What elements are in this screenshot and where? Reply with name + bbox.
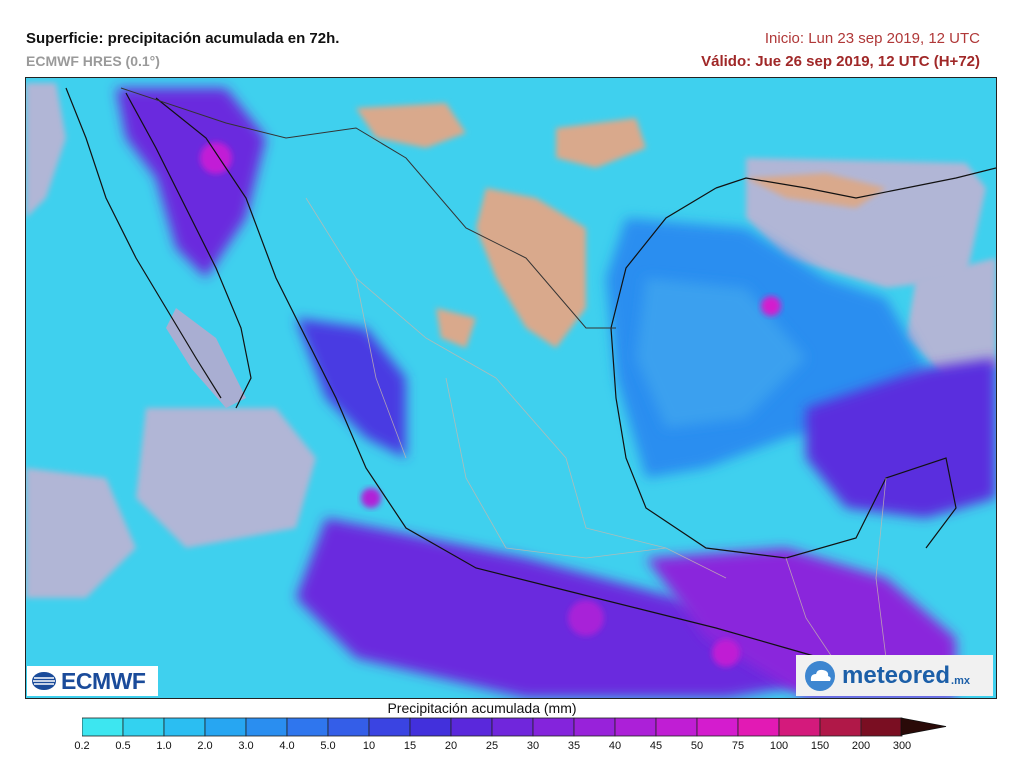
dry-gulf-california bbox=[166, 308, 246, 408]
coast-baja-west bbox=[65, 87, 222, 399]
legend-tick-label: 40 bbox=[608, 740, 622, 752]
legend-tick-label: 35 bbox=[567, 740, 581, 752]
heavy-rain-south-pacific bbox=[296, 518, 846, 698]
ecmwf-mark-icon bbox=[32, 672, 56, 690]
legend-tick-label: 20 bbox=[444, 740, 458, 752]
meteored-logo-suffix: .mx bbox=[951, 674, 971, 687]
legend-tick-label: 150 bbox=[810, 740, 830, 752]
heavy-rain-sonora bbox=[116, 88, 266, 278]
legend-tick-label: 30 bbox=[526, 740, 540, 752]
legend-swatch bbox=[696, 717, 739, 737]
legend-swatch bbox=[573, 717, 616, 737]
legend-swatch bbox=[491, 717, 534, 737]
heavy-rain-yucatan bbox=[806, 358, 996, 518]
legend-ticks: 0.2 0.5 1.0 2.0 3.0 4.0 5.0 10 15 20 25 30 35 40 45 50 7… bbox=[0, 740, 1024, 756]
legend-swatch bbox=[368, 717, 411, 737]
coast-gulf-mexico bbox=[610, 187, 957, 559]
legend-tick-label: 15 bbox=[403, 740, 417, 752]
core-gulf bbox=[761, 296, 781, 316]
core-jalisco bbox=[361, 488, 381, 508]
legend-swatch bbox=[327, 717, 370, 737]
model-name: ECMWF HRES (0.1°) bbox=[26, 53, 160, 69]
legend-swatch bbox=[122, 717, 165, 737]
legend-colorbar bbox=[82, 717, 947, 737]
dry-gulf-east bbox=[906, 258, 996, 378]
legend-swatch bbox=[82, 717, 124, 737]
dry-pacific-center bbox=[136, 408, 316, 548]
legend-swatch bbox=[163, 717, 206, 737]
legend-swatch bbox=[409, 717, 452, 737]
legend-tick-label: 1.0 bbox=[156, 740, 172, 752]
border-us-mexico bbox=[120, 87, 616, 329]
legend-swatch bbox=[450, 717, 493, 737]
dry-pacific-north bbox=[26, 83, 66, 218]
borders bbox=[120, 87, 616, 329]
core-oaxaca bbox=[712, 639, 740, 667]
coast-baja-east bbox=[125, 92, 252, 409]
dry-land-coahuila bbox=[476, 188, 586, 348]
legend-tick-label: 5.0 bbox=[320, 740, 336, 752]
legend-tick-label: 0.5 bbox=[115, 740, 131, 752]
legend-tick-label: 300 bbox=[892, 740, 912, 752]
legend-swatch bbox=[204, 717, 247, 737]
heavy-rain-sierra bbox=[296, 318, 406, 458]
coast-us-gulf bbox=[715, 167, 996, 199]
legend-tick-label: 45 bbox=[649, 740, 663, 752]
valid-time: Válido: Jue 26 sep 2019, 12 UTC (H+72) bbox=[701, 53, 980, 70]
legend-swatch bbox=[778, 717, 821, 737]
cloud-icon bbox=[805, 660, 835, 691]
legend-tick-label: 4.0 bbox=[279, 740, 295, 752]
dry-pacific-west bbox=[26, 468, 136, 598]
legend-tick-label: 200 bbox=[851, 740, 871, 752]
legend-arrow-icon bbox=[900, 717, 947, 736]
dry-land-louisiana bbox=[556, 118, 646, 168]
ecmwf-logo: ECMWF bbox=[27, 666, 158, 696]
legend-swatch bbox=[245, 717, 288, 737]
legend-tick-label: 0.2 bbox=[74, 740, 90, 752]
legend-tick-label: 75 bbox=[731, 740, 745, 752]
legend-tick-label: 25 bbox=[485, 740, 499, 752]
legend-tick-label: 50 bbox=[690, 740, 704, 752]
coastlines bbox=[65, 87, 996, 669]
coast-mainland-pacific bbox=[155, 97, 857, 669]
gulf-inner bbox=[636, 278, 806, 428]
dry-land-texas bbox=[356, 103, 466, 148]
map-canvas bbox=[26, 78, 996, 698]
legend-swatch bbox=[819, 717, 862, 737]
precipitation-map bbox=[25, 77, 997, 699]
legend-swatch bbox=[532, 717, 575, 737]
legend-swatch bbox=[737, 717, 780, 737]
legend-swatch bbox=[655, 717, 698, 737]
legend-title: Precipitación acumulada (mm) bbox=[387, 700, 577, 716]
meteored-logo-text: meteored bbox=[842, 661, 951, 689]
legend-tick-label: 10 bbox=[362, 740, 376, 752]
legend-tick-label: 2.0 bbox=[197, 740, 213, 752]
legend-swatch bbox=[286, 717, 329, 737]
core-guerrero bbox=[568, 600, 604, 636]
legend-swatches bbox=[82, 717, 903, 737]
legend-tick-label: 3.0 bbox=[238, 740, 254, 752]
legend-swatch bbox=[860, 717, 903, 737]
legend-swatch bbox=[614, 717, 657, 737]
dry-land-central bbox=[436, 308, 476, 348]
state-borders bbox=[305, 197, 887, 679]
map-title: Superficie: precipitación acumulada en 7… bbox=[26, 30, 340, 47]
ecmwf-logo-text: ECMWF bbox=[61, 667, 146, 694]
legend-tick-label: 100 bbox=[769, 740, 789, 752]
meteored-logo: meteored .mx bbox=[796, 655, 993, 696]
init-time: Inicio: Lun 23 sep 2019, 12 UTC bbox=[764, 30, 980, 47]
